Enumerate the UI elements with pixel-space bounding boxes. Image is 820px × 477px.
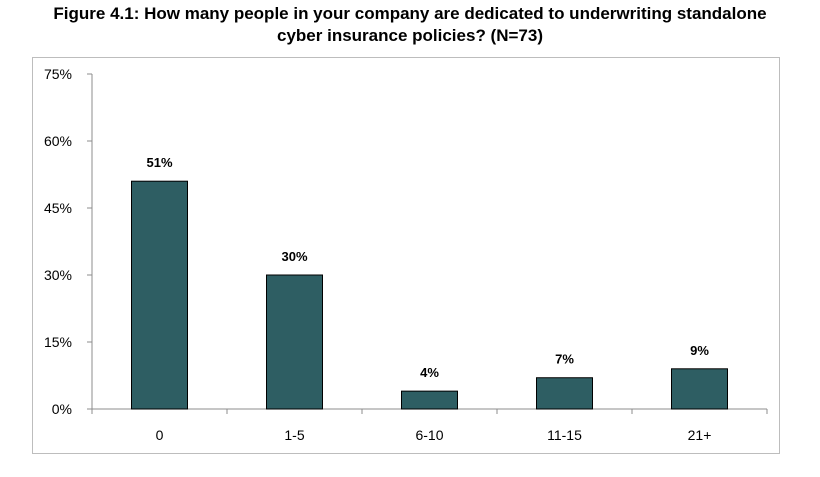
x-tick-label: 1-5 bbox=[284, 427, 304, 443]
bar-6-10 bbox=[401, 390, 458, 410]
y-tick-label: 30% bbox=[44, 267, 72, 283]
chart-title: Figure 4.1: How many people in your comp… bbox=[0, 3, 820, 47]
y-tick-label: 75% bbox=[44, 66, 72, 82]
y-tick-label: 60% bbox=[44, 133, 72, 149]
data-label: 51% bbox=[146, 155, 172, 170]
x-tick-label: 11-15 bbox=[547, 427, 582, 443]
chart-frame bbox=[32, 57, 780, 454]
x-tick-label: 6-10 bbox=[415, 427, 443, 443]
bars bbox=[131, 180, 728, 410]
bar-11-15 bbox=[536, 377, 593, 410]
bar-21+ bbox=[671, 368, 728, 410]
data-label: 4% bbox=[420, 365, 439, 380]
chart-title-line-2: cyber insurance policies? (N=73) bbox=[277, 26, 543, 45]
data-label: 30% bbox=[281, 249, 307, 264]
data-labels: 51% 30% 4% 7% 9% bbox=[146, 155, 709, 380]
chart-title-line-1: Figure 4.1: How many people in your comp… bbox=[53, 4, 767, 23]
data-label: 9% bbox=[690, 343, 709, 358]
bar-0 bbox=[131, 180, 188, 410]
x-tick-label: 0 bbox=[156, 427, 164, 443]
x-axis: 0 1-5 6-10 11-15 21+ bbox=[91, 408, 768, 443]
y-tick-label: 0% bbox=[52, 401, 72, 417]
y-axis: 0% 15% 30% 45% 60% 75% bbox=[44, 66, 93, 417]
bar-1-5 bbox=[266, 274, 323, 410]
x-tick-label: 21+ bbox=[688, 427, 712, 443]
y-tick-label: 15% bbox=[44, 334, 72, 350]
y-tick-label: 45% bbox=[44, 200, 72, 216]
data-label: 7% bbox=[555, 352, 574, 367]
